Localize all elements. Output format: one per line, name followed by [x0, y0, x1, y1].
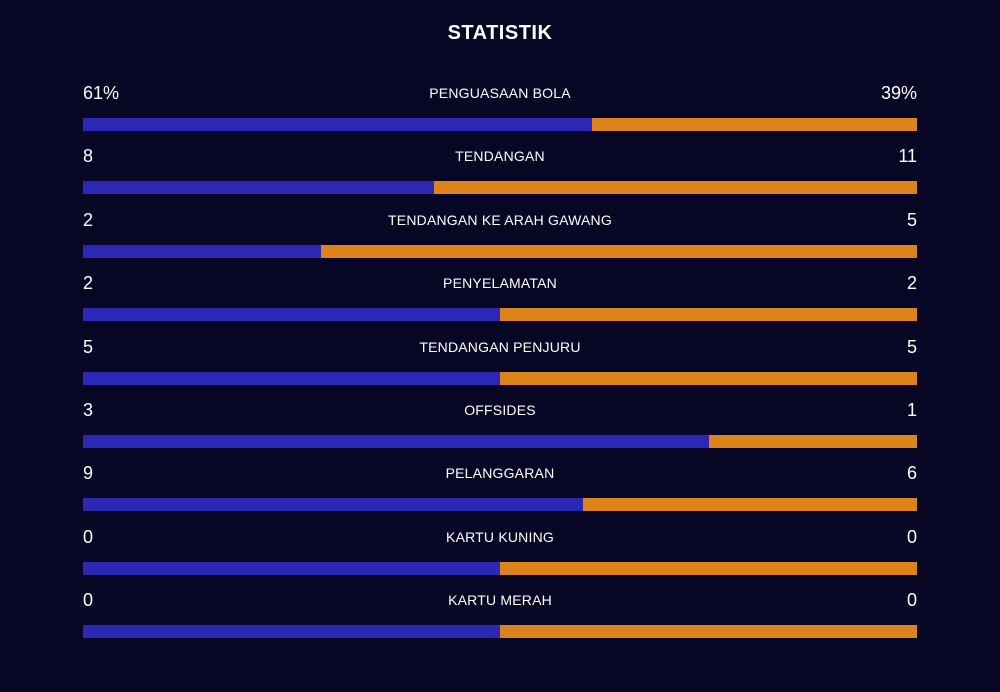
stat-row: 9 PELANGGARAN 6	[83, 460, 917, 523]
away-bar-segment	[591, 118, 917, 131]
away-value: 11	[898, 146, 917, 167]
stat-row: 2 PENYELAMATAN 2	[83, 270, 917, 333]
home-value: 5	[83, 336, 94, 357]
stat-labels: 0 KARTU KUNING 0	[83, 524, 917, 550]
away-bar-segment	[708, 434, 917, 448]
stat-row: 3 OFFSIDES 1	[83, 397, 917, 460]
home-value: 2	[83, 209, 94, 230]
stat-label: PENYELAMATAN	[443, 275, 557, 292]
stat-row: 0 KARTU MERAH 0	[83, 587, 917, 650]
stat-row: 61% PENGUASAAN BOLA 39%	[83, 80, 917, 143]
stat-label: KARTU MERAH	[448, 592, 552, 609]
comparison-bar	[83, 434, 917, 448]
home-bar-segment	[83, 244, 322, 258]
comparison-bar	[83, 625, 917, 639]
home-bar-segment	[83, 561, 500, 575]
stat-label: TENDANGAN KE ARAH GAWANG	[388, 211, 612, 228]
away-bar-segment	[500, 371, 917, 385]
stat-label: PENGUASAAN BOLA	[429, 85, 571, 101]
stat-row: 2 TENDANGAN KE ARAH GAWANG 5	[83, 207, 917, 270]
home-bar-segment	[83, 625, 500, 639]
away-value: 2	[906, 273, 917, 294]
home-bar-segment	[83, 118, 592, 131]
away-bar-segment	[500, 308, 917, 322]
stat-labels: 2 TENDANGAN KE ARAH GAWANG 5	[83, 207, 917, 233]
comparison-bar	[83, 244, 917, 258]
stat-row: 8 TENDANGAN 11	[83, 143, 917, 206]
comparison-bar	[83, 118, 917, 131]
stats-list: 61% PENGUASAAN BOLA 39% 8 TENDANGAN 11 2 TENDAN…	[83, 80, 917, 651]
home-bar-segment	[83, 434, 709, 448]
stat-label: TENDANGAN	[455, 148, 545, 165]
comparison-bar	[83, 371, 917, 385]
home-bar-segment	[83, 308, 500, 322]
away-value: 39%	[880, 83, 917, 103]
home-value: 61%	[83, 83, 120, 103]
stat-label: OFFSIDES	[464, 401, 536, 418]
stat-labels: 0 KARTU MERAH 0	[83, 587, 917, 613]
stat-labels: 3 OFFSIDES 1	[83, 397, 917, 423]
home-value: 0	[83, 526, 94, 547]
away-bar-segment	[434, 181, 917, 195]
comparison-bar	[83, 308, 917, 322]
home-bar-segment	[83, 498, 584, 512]
away-value: 5	[906, 336, 917, 357]
stat-labels: 9 PELANGGARAN 6	[83, 460, 917, 486]
home-value: 3	[83, 399, 94, 420]
stat-labels: 2 PENYELAMATAN 2	[83, 270, 917, 296]
comparison-bar	[83, 498, 917, 512]
away-bar-segment	[500, 625, 917, 639]
home-value: 2	[83, 273, 94, 294]
stat-label: TENDANGAN PENJURU	[419, 338, 581, 355]
away-bar-segment	[321, 244, 917, 258]
stat-label: PELANGGARAN	[445, 465, 555, 482]
away-value: 0	[906, 590, 917, 611]
home-value: 9	[83, 463, 94, 484]
home-bar-segment	[83, 371, 500, 385]
away-value: 0	[906, 526, 917, 547]
away-value: 1	[906, 399, 917, 420]
away-value: 5	[906, 209, 917, 230]
stat-row: 0 KARTU KUNING 0	[83, 524, 917, 587]
page-title: STATISTIK	[447, 22, 553, 44]
home-value: 8	[83, 146, 94, 167]
stat-row: 5 TENDANGAN PENJURU 5	[83, 334, 917, 397]
stat-labels: 8 TENDANGAN 11	[83, 143, 917, 169]
stat-label: KARTU KUNING	[446, 528, 554, 545]
away-value: 6	[906, 463, 917, 484]
comparison-bar	[83, 561, 917, 575]
away-bar-segment	[500, 561, 917, 575]
home-value: 0	[83, 590, 94, 611]
comparison-bar	[83, 181, 917, 195]
home-bar-segment	[83, 181, 435, 195]
away-bar-segment	[583, 498, 917, 512]
stat-labels: 61% PENGUASAAN BOLA 39%	[83, 80, 917, 106]
stat-labels: 5 TENDANGAN PENJURU 5	[83, 334, 917, 360]
